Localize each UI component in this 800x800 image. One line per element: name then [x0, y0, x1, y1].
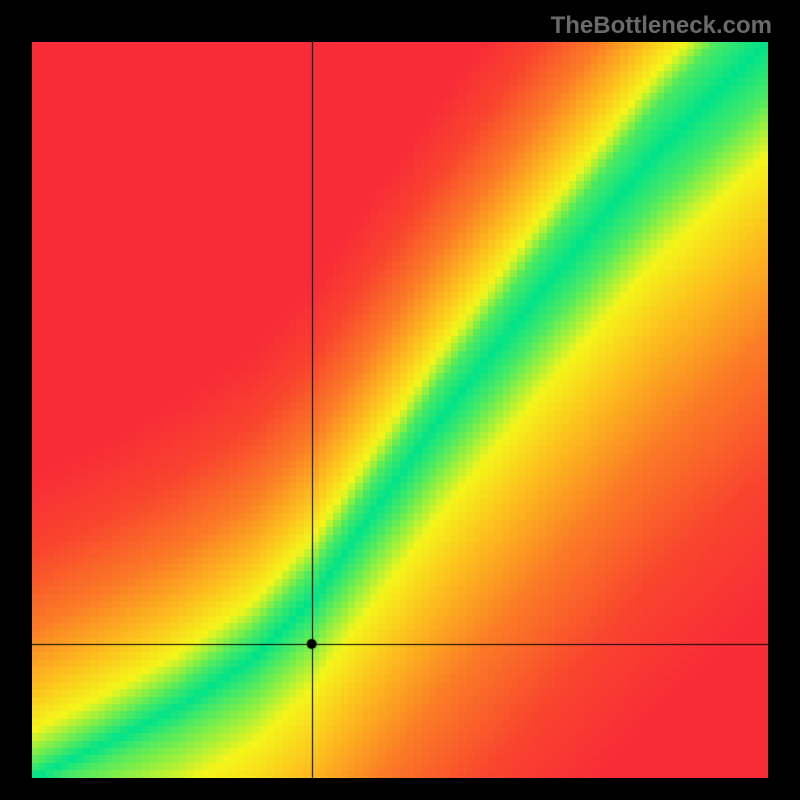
bottleneck-heatmap: [32, 42, 768, 778]
chart-container: TheBottleneck.com: [0, 0, 800, 800]
watermark-text: TheBottleneck.com: [551, 12, 772, 40]
